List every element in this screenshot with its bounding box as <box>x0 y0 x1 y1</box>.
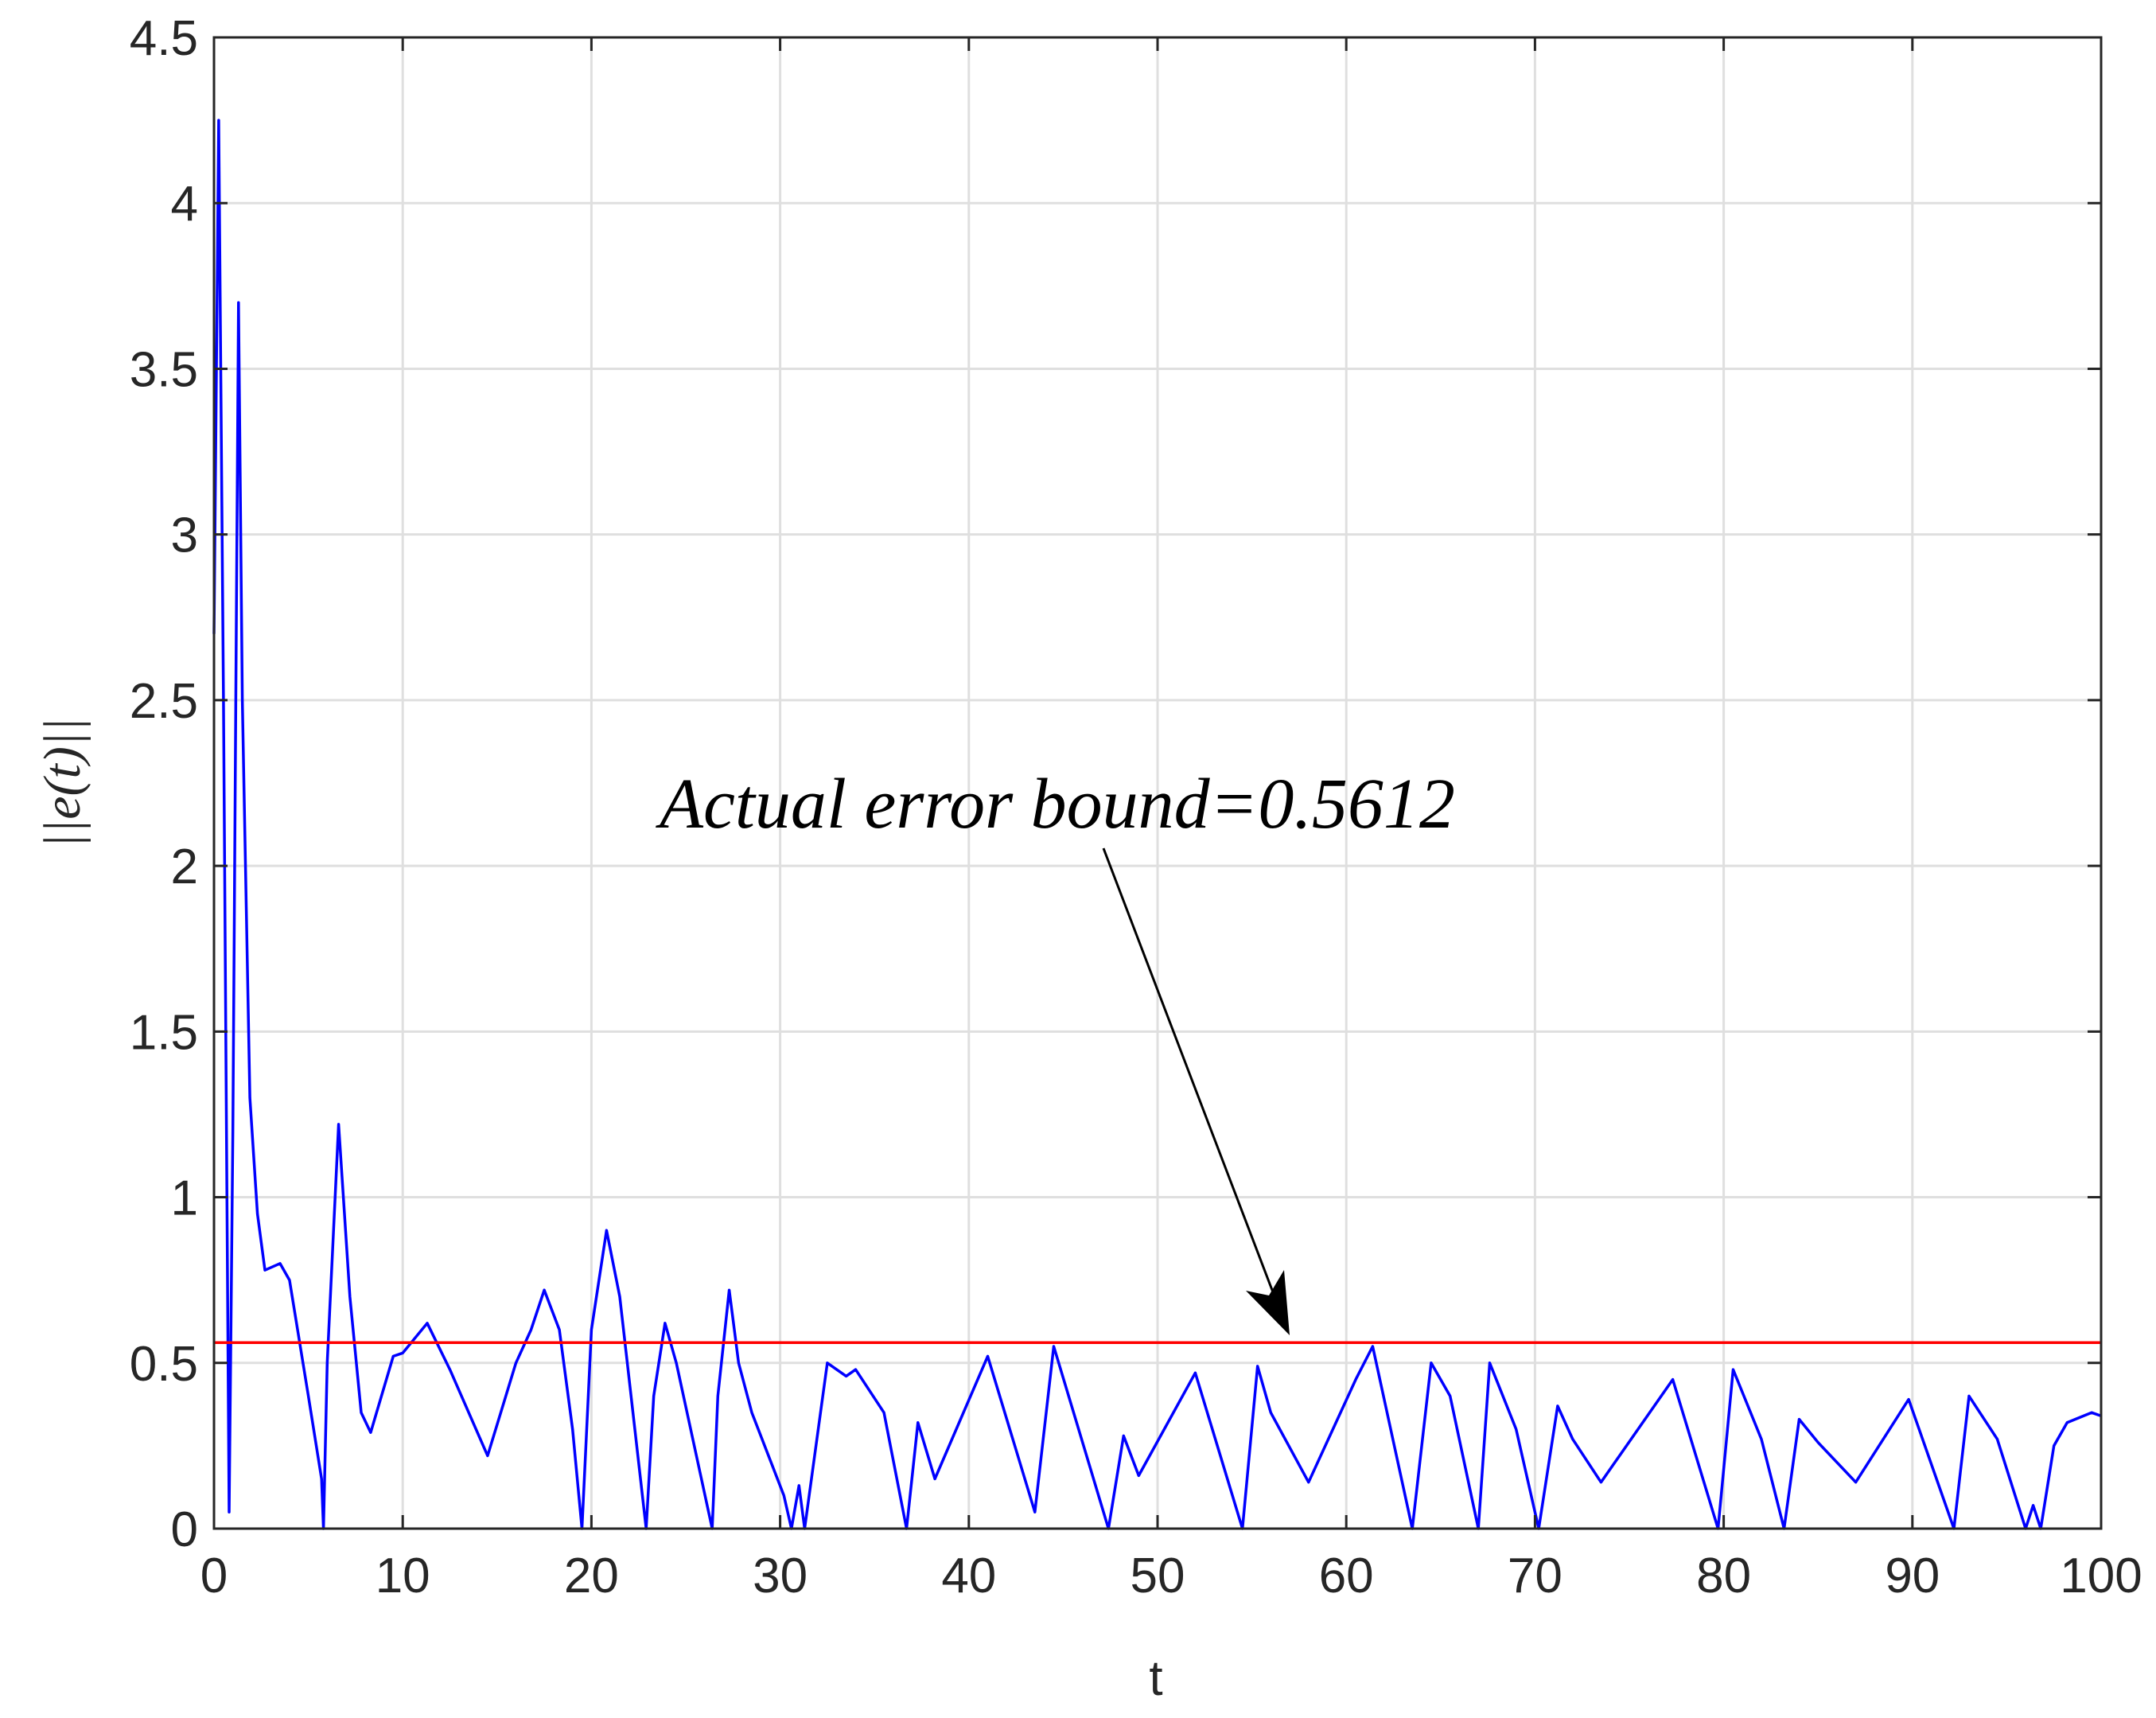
annotation: Actual error bound=0.5612 <box>656 765 1455 843</box>
x-tick-label: 20 <box>564 1549 619 1603</box>
y-tick-label: 0 <box>171 1502 198 1557</box>
x-tick-label: 70 <box>1508 1549 1563 1603</box>
arrow-head <box>1246 1270 1290 1335</box>
y-tick-label: 4 <box>171 177 198 232</box>
x-axis-label: t <box>1149 1651 1162 1706</box>
x-tick-label: 50 <box>1131 1549 1185 1603</box>
x-tick-label: 90 <box>1885 1549 1940 1603</box>
x-tick-label: 40 <box>941 1549 996 1603</box>
plot-area <box>212 119 2102 1530</box>
x-tick-label: 100 <box>2060 1549 2142 1603</box>
y-tick-label: 1.5 <box>130 1005 198 1060</box>
x-tick-label: 10 <box>376 1549 430 1603</box>
x-tick-label: 0 <box>200 1549 228 1603</box>
data-line <box>212 119 2102 1530</box>
y-axis-label: ||e(t)|| <box>33 718 91 848</box>
y-tick-label: 0.5 <box>130 1337 198 1392</box>
annotation-arrow <box>1102 847 1282 1314</box>
y-tick-label: 1 <box>171 1171 198 1226</box>
y-tick-label: 3 <box>171 508 198 563</box>
y-tick-label: 2.5 <box>130 674 198 729</box>
x-tick-label: 30 <box>753 1549 808 1603</box>
x-tick-label: 80 <box>1696 1549 1751 1603</box>
x-tick-label: 60 <box>1319 1549 1374 1603</box>
y-tick-label: 2 <box>171 840 198 894</box>
y-tick-label: 4.5 <box>130 11 198 66</box>
y-tick-label: 3.5 <box>130 342 198 397</box>
